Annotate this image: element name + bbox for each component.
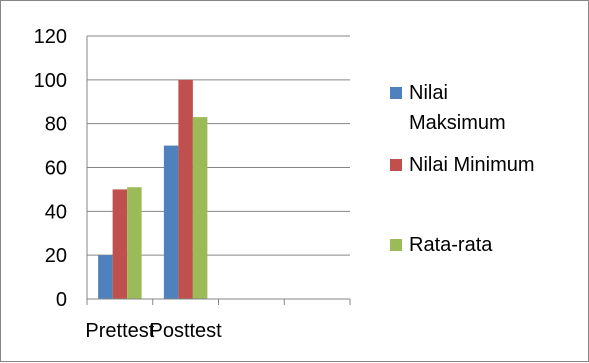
bar-nilai-maksimum-prettest [98,255,113,299]
bar-rata-rata-posttest [192,117,208,299]
bar-nilai-maksimum-posttest [163,145,179,299]
x-tick-label: Prettest [85,320,154,342]
y-tick-label: 40 [45,201,67,223]
legend-label: Nilai Minimum [409,154,535,176]
legend: Nilai Maksimum Nilai Minimum Rata-rata [390,82,535,256]
axes [86,36,351,305]
legend-swatch [390,87,402,99]
y-axis-tick-labels: 0 20 40 60 80 100 120 [34,26,67,311]
x-tick-label: Posttest [149,320,222,342]
bar-nilai-minimum-posttest [178,79,193,299]
y-tick-label: 100 [34,70,67,92]
bar-nilai-minimum-prettest [112,189,128,299]
y-tick-label: 0 [56,289,67,311]
bar-rata-rata-prettest [127,187,142,299]
legend-label: Rata-rata [409,234,493,256]
legend-label: Nilai Maksimum [409,82,506,134]
y-tick-label: 120 [34,26,67,48]
legend-swatch [390,239,402,251]
y-tick-label: 60 [45,158,67,180]
y-tick-label: 20 [45,245,67,267]
bars [98,79,208,299]
y-tick-label: 80 [45,114,67,136]
legend-swatch [390,159,402,171]
